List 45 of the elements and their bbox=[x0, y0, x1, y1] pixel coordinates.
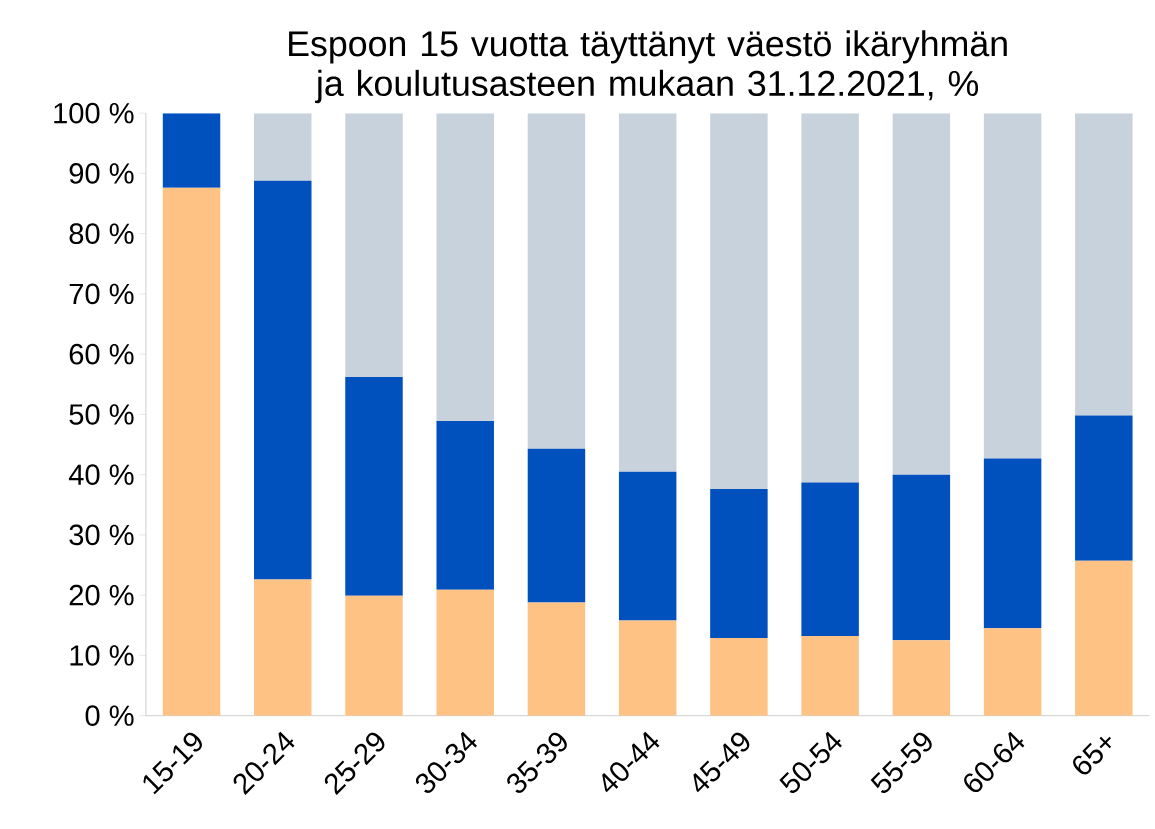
y-tick-label: 90 % bbox=[69, 163, 134, 184]
bar bbox=[527, 113, 586, 449]
bar bbox=[892, 474, 951, 641]
bar bbox=[345, 377, 403, 596]
y-tick-label: 10 % bbox=[70, 645, 134, 666]
bar bbox=[162, 113, 221, 188]
bar bbox=[345, 595, 403, 716]
y-tick-label: 40 % bbox=[68, 464, 134, 486]
bar bbox=[801, 636, 859, 716]
bar bbox=[618, 620, 677, 716]
bar bbox=[254, 180, 312, 580]
y-tick-label: 30 % bbox=[69, 524, 134, 546]
bar bbox=[1075, 113, 1133, 416]
bar bbox=[801, 113, 859, 483]
bar bbox=[710, 489, 768, 639]
y-tick-label: 70 % bbox=[69, 283, 134, 305]
bar bbox=[254, 579, 312, 716]
bar bbox=[618, 113, 677, 472]
bar bbox=[345, 113, 403, 378]
y-tick-label: 20 % bbox=[69, 584, 134, 606]
bar bbox=[436, 589, 494, 716]
x-tick-label: 65+ bbox=[1073, 736, 1112, 775]
bar bbox=[618, 471, 677, 621]
y-tick-label: 80 % bbox=[69, 223, 134, 245]
bar bbox=[983, 628, 1042, 716]
y-tick-label: 60 % bbox=[69, 343, 134, 365]
bar bbox=[1075, 415, 1133, 561]
bar bbox=[527, 602, 586, 716]
bar bbox=[983, 113, 1042, 459]
bar bbox=[892, 640, 951, 716]
bar bbox=[436, 113, 494, 422]
chart-title: Espoon 15 vuotta täyttänyt väestö ikäryhmän ja koulutusasteen mukaan 31.12.2021, % bbox=[289, 30, 1007, 104]
bar bbox=[892, 113, 951, 475]
bar bbox=[801, 482, 859, 637]
bar bbox=[710, 113, 768, 490]
bar bbox=[436, 421, 494, 590]
bar bbox=[983, 458, 1042, 629]
bar bbox=[1075, 560, 1133, 716]
bar bbox=[254, 113, 312, 181]
bar bbox=[710, 638, 768, 716]
bar bbox=[162, 187, 221, 716]
y-tick-label: 50 % bbox=[69, 404, 134, 425]
y-tick-label: 100 % bbox=[54, 102, 134, 124]
y-tick-label: 0 % bbox=[85, 705, 134, 727]
bar bbox=[527, 448, 586, 603]
